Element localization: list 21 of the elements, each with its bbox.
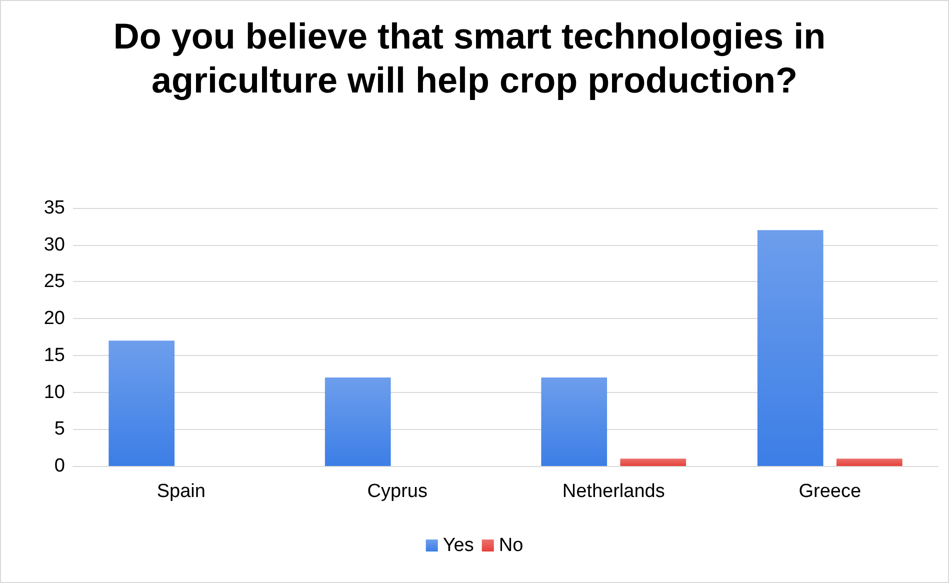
bar [757,230,824,466]
bar [836,458,902,466]
y-tick-label: 20 [44,308,65,330]
y-tick-label: 30 [44,234,65,256]
legend-label: No [498,535,524,556]
bar [620,458,686,466]
y-tick-label: 35 [44,198,65,218]
y-tick-label: 25 [44,271,65,292]
x-tick-label: Greece [798,481,862,502]
chart-title: Do you believe that smart technologies in agriculture will help crop production? [113,16,836,100]
bar [541,378,608,466]
y-tick-label: 10 [44,382,65,403]
x-tick-label: Spain [156,481,206,502]
bar [108,340,175,466]
x-tick-label: Cyprus [367,481,428,502]
y-tick-label: 0 [54,456,65,476]
legend-label: Yes [442,535,474,556]
bar [324,378,391,466]
y-tick-label: 15 [44,344,65,366]
x-tick-label: Netherlands [562,481,665,502]
y-tick-label: 5 [54,418,65,440]
